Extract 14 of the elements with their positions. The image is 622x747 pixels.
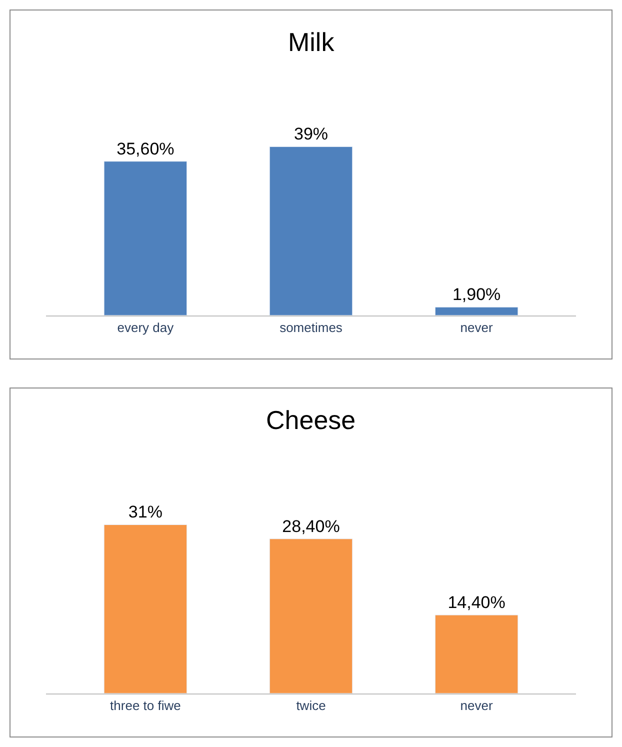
data-label: 31% — [128, 502, 162, 522]
x-tick-label: sometimes — [280, 320, 343, 335]
x-tick-label: twice — [296, 698, 326, 713]
data-label: 1,90% — [452, 285, 501, 304]
data-label: 39% — [294, 124, 328, 144]
data-label: 28,40% — [282, 516, 340, 536]
x-tick-label: every day — [117, 320, 174, 335]
data-label: 14,40% — [448, 593, 506, 612]
data-label: 35,60% — [116, 139, 174, 158]
chart-title: Milk — [288, 27, 336, 57]
x-tick-label: three to fiwe — [110, 698, 181, 713]
chart-title: Cheese — [266, 405, 356, 435]
x-tick-label: never — [460, 320, 494, 335]
x-tick-label: never — [460, 698, 494, 713]
